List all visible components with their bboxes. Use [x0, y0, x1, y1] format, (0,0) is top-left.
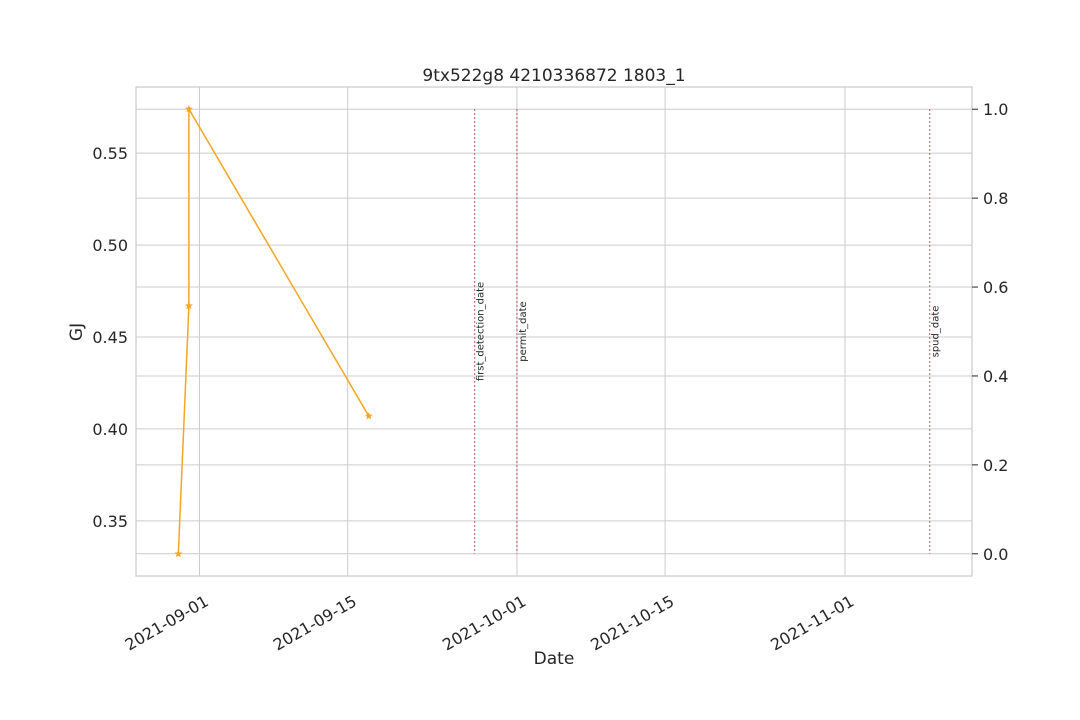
x-tick-label: 2021-10-15: [587, 591, 677, 654]
event-markers: first_detection_date permit_date spud_date: [474, 109, 942, 554]
y-tick-label: 0.35: [92, 512, 128, 531]
x-tick-label: 2021-09-01: [122, 591, 212, 654]
grid: [136, 87, 972, 576]
y-tick-label: 0.40: [92, 420, 128, 439]
series-line: [177, 108, 370, 554]
y-tick-label: 0.55: [92, 144, 128, 163]
y2-tick-label: 0.8: [983, 189, 1008, 208]
y-axis-ticks: 0.35 0.40 0.45 0.50 0.55: [92, 144, 128, 531]
plot-frame: [135, 86, 973, 577]
data-point: [174, 549, 183, 558]
y2-tick-label: 0.4: [983, 367, 1008, 386]
x-tick-label: 2021-11-01: [767, 591, 857, 654]
event-label: permit_date: [518, 301, 529, 361]
y2-tick-label: 0.6: [983, 278, 1008, 297]
y-axis-label: GJ: [67, 323, 87, 341]
x-axis-label: Date: [534, 649, 575, 669]
x-axis-ticks: 2021-09-01 2021-09-15 2021-10-01 2021-10-15…: [122, 591, 858, 654]
y2-axis-ticks: 0.0 0.2 0.4 0.6 0.8 1.0: [972, 100, 1008, 564]
y-tick-label: 0.45: [92, 328, 128, 347]
series-lines: [174, 104, 373, 558]
data-point: [184, 301, 194, 310]
x-tick-label: 2021-09-15: [270, 591, 360, 654]
event-label: first_detection_date: [476, 282, 487, 381]
data-point: [364, 411, 373, 420]
data-point: [184, 104, 194, 113]
y2-tick-label: 0.2: [983, 456, 1008, 475]
y2-tick-label: 1.0: [983, 100, 1008, 119]
y-tick-label: 0.50: [92, 236, 128, 255]
event-label: spud_date: [931, 306, 942, 358]
chart-title: 9tx522g8 4210336872 1803_1: [422, 66, 685, 86]
y2-tick-label: 0.0: [983, 545, 1008, 564]
x-tick-label: 2021-10-01: [439, 591, 529, 654]
